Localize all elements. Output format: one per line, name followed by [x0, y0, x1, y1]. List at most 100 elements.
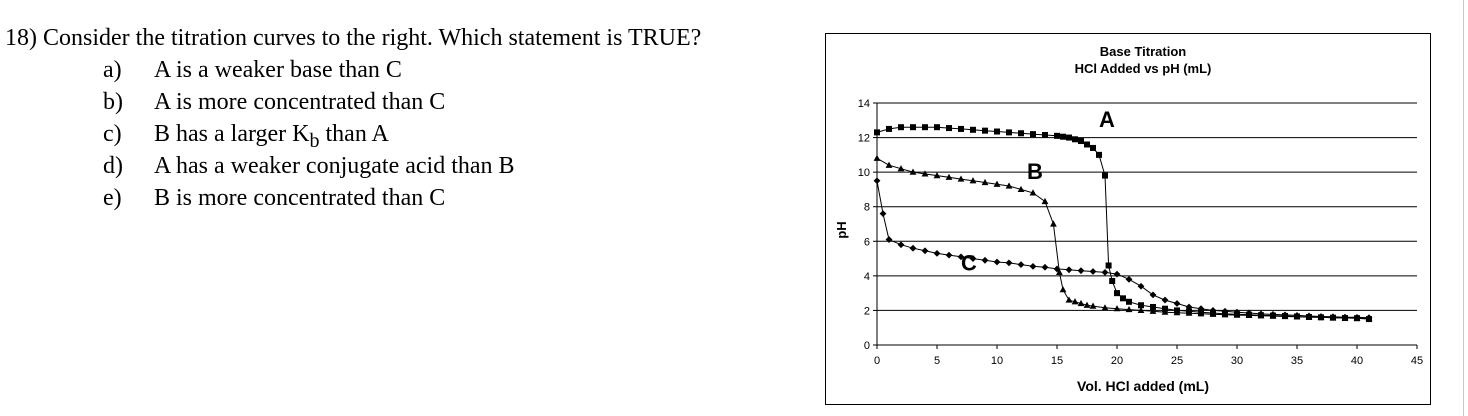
y-tick-label: 0 [864, 340, 870, 352]
choice-text: B has a larger Kb than A [154, 118, 389, 157]
data-point [897, 241, 905, 249]
data-point [1365, 314, 1373, 322]
data-point [1053, 265, 1061, 273]
data-point [982, 127, 988, 134]
data-point [1041, 197, 1049, 205]
data-point [910, 124, 916, 131]
data-point [946, 125, 952, 132]
y-tick-label: 8 [864, 202, 870, 214]
kb-subscript: b [309, 129, 320, 152]
data-point [1083, 301, 1091, 308]
data-point [1173, 309, 1181, 316]
data-point [1161, 296, 1169, 304]
data-point [1233, 308, 1241, 316]
x-axis-label: Vol. HCl added (mL) [1077, 378, 1209, 394]
data-point [1138, 302, 1144, 309]
data-point [921, 170, 929, 177]
data-point [1059, 286, 1067, 293]
data-point [1071, 298, 1079, 305]
y-tick-label: 12 [858, 133, 870, 145]
x-tick-label: 40 [1351, 355, 1363, 367]
x-tick-label: 35 [1291, 355, 1303, 367]
data-point [1030, 131, 1036, 138]
choice-letter: b) [103, 89, 123, 115]
data-point [957, 175, 965, 182]
data-point [1109, 278, 1116, 285]
x-tick-label: 45 [1411, 355, 1423, 367]
data-point [873, 177, 881, 185]
data-point [1245, 309, 1253, 317]
choice-letter: c) [103, 121, 122, 147]
data-point [886, 125, 892, 132]
x-tick-label: 30 [1231, 355, 1243, 367]
curve-label-A: A [1099, 107, 1115, 132]
data-point [1060, 133, 1066, 140]
data-point [1221, 307, 1229, 315]
data-point [934, 124, 940, 131]
data-point [1197, 310, 1205, 317]
data-point [958, 125, 964, 132]
y-tick-label: 4 [864, 271, 870, 283]
data-point [885, 161, 893, 168]
data-point [879, 210, 887, 218]
choice-text-after: than A [319, 121, 389, 147]
data-point [1173, 300, 1181, 307]
data-point [1102, 172, 1108, 179]
data-point [1149, 291, 1157, 299]
data-point [921, 247, 929, 255]
data-point [969, 177, 977, 184]
data-point [1005, 182, 1013, 189]
data-point [1072, 136, 1078, 143]
data-point [1113, 305, 1121, 312]
data-point [1005, 259, 1013, 267]
x-tick-label: 25 [1171, 355, 1183, 367]
data-point [1185, 303, 1193, 311]
data-point [1329, 313, 1337, 321]
choice-a: a) A is a weaker base than C [5, 54, 765, 86]
choice-b: b) A is more concentrated than C [5, 86, 765, 118]
choice-text-main: B has a larger K [154, 121, 310, 147]
chart-svg: Base Titration HCl Added vs pH (mL) Vol.… [834, 44, 1423, 394]
data-point [1101, 304, 1109, 311]
data-point [1105, 262, 1112, 269]
y-tick-label: 2 [864, 305, 870, 317]
y-tick-label: 10 [858, 167, 870, 179]
data-point [873, 154, 881, 161]
data-point [933, 249, 941, 257]
series-C [873, 177, 1373, 322]
curve-label-C: C [961, 251, 977, 276]
data-point [1042, 131, 1048, 138]
choice-letter: e) [103, 185, 122, 211]
series-A [874, 124, 1372, 323]
data-point [1017, 261, 1025, 269]
data-point [1120, 295, 1126, 302]
chart-title: Base Titration [1100, 44, 1187, 59]
data-point [909, 168, 917, 175]
data-point [898, 124, 904, 131]
data-point [1090, 144, 1096, 151]
data-point [1305, 312, 1313, 320]
data-point [1161, 308, 1169, 315]
data-point [1137, 306, 1145, 314]
x-tick-label: 20 [1111, 355, 1123, 367]
data-point [1293, 312, 1301, 319]
question-block: 18) Consider the titration curves to the… [5, 22, 765, 214]
y-tick-label: 14 [858, 98, 870, 110]
x-tick-label: 10 [991, 355, 1003, 367]
data-point [957, 253, 965, 261]
data-point [1126, 298, 1132, 305]
choice-c: c) B has a larger Kb than A [5, 118, 765, 152]
data-point [1078, 138, 1084, 145]
chart-subtitle: HCl Added vs pH (mL) [1075, 61, 1212, 76]
data-point [945, 251, 953, 259]
data-point [1050, 220, 1057, 227]
data-point [969, 255, 977, 262]
data-point [1281, 311, 1289, 319]
data-point [1114, 290, 1120, 297]
y-tick-label: 6 [864, 236, 870, 248]
data-point [1113, 270, 1121, 278]
series-line [876, 157, 1370, 319]
data-point [909, 244, 917, 252]
titration-chart: Base Titration HCl Added vs pH (mL) Vol.… [825, 33, 1431, 405]
data-point [897, 165, 905, 172]
